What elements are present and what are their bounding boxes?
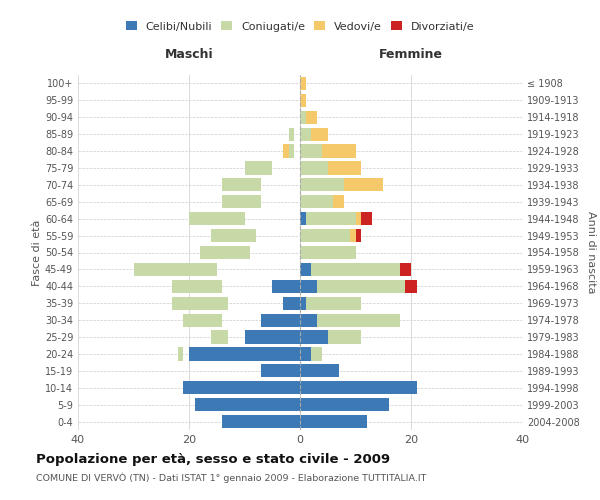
Bar bbox=[300, 330, 328, 344]
Bar bbox=[222, 178, 261, 192]
Bar bbox=[305, 212, 355, 226]
Bar bbox=[406, 280, 416, 293]
Bar bbox=[355, 229, 361, 242]
Bar bbox=[311, 263, 400, 276]
Text: Maschi: Maschi bbox=[164, 48, 214, 62]
Bar bbox=[189, 348, 300, 360]
Bar bbox=[300, 296, 305, 310]
Bar bbox=[245, 162, 272, 174]
Bar bbox=[300, 415, 367, 428]
Text: Popolazione per età, sesso e stato civile - 2009: Popolazione per età, sesso e stato civil… bbox=[36, 452, 390, 466]
Bar bbox=[305, 110, 317, 124]
Bar bbox=[361, 212, 372, 226]
Bar bbox=[300, 128, 311, 141]
Bar bbox=[283, 144, 289, 158]
Text: COMUNE DI VERVÒ (TN) - Dati ISTAT 1° gennaio 2009 - Elaborazione TUTTITALIA.IT: COMUNE DI VERVÒ (TN) - Dati ISTAT 1° gen… bbox=[36, 472, 427, 483]
Bar bbox=[172, 280, 222, 293]
Bar bbox=[300, 212, 305, 226]
Bar bbox=[305, 296, 361, 310]
Bar bbox=[300, 195, 334, 208]
Bar bbox=[239, 246, 245, 259]
Bar bbox=[300, 178, 344, 192]
Bar bbox=[206, 296, 217, 310]
Bar bbox=[317, 314, 400, 326]
Bar bbox=[344, 178, 383, 192]
Bar bbox=[211, 229, 256, 242]
Bar bbox=[194, 398, 300, 411]
Bar bbox=[300, 398, 389, 411]
Bar bbox=[311, 128, 328, 141]
Bar bbox=[200, 280, 211, 293]
Bar bbox=[184, 381, 300, 394]
Bar bbox=[300, 364, 339, 378]
Bar bbox=[311, 348, 322, 360]
Bar bbox=[245, 229, 250, 242]
Bar bbox=[300, 246, 355, 259]
Bar bbox=[261, 364, 300, 378]
Bar bbox=[350, 229, 355, 242]
Text: Femmine: Femmine bbox=[379, 48, 443, 62]
Bar bbox=[328, 162, 361, 174]
Bar bbox=[400, 263, 411, 276]
Bar bbox=[184, 314, 222, 326]
Bar bbox=[322, 144, 355, 158]
Bar bbox=[289, 128, 295, 141]
Bar bbox=[245, 330, 300, 344]
Bar bbox=[222, 415, 300, 428]
Bar bbox=[133, 263, 217, 276]
Bar bbox=[328, 330, 361, 344]
Bar bbox=[300, 162, 328, 174]
Bar bbox=[300, 144, 322, 158]
Bar bbox=[300, 280, 317, 293]
Bar bbox=[200, 246, 250, 259]
Bar bbox=[300, 77, 305, 90]
Bar bbox=[261, 162, 266, 174]
Bar bbox=[211, 330, 228, 344]
Bar bbox=[194, 263, 206, 276]
Bar bbox=[300, 314, 317, 326]
Y-axis label: Anni di nascita: Anni di nascita bbox=[586, 211, 596, 294]
Bar bbox=[300, 229, 350, 242]
Bar bbox=[178, 348, 184, 360]
Bar bbox=[300, 94, 305, 107]
Bar bbox=[289, 144, 295, 158]
Bar bbox=[317, 280, 406, 293]
Bar bbox=[283, 296, 300, 310]
Legend: Celibi/Nubili, Coniugati/e, Vedovi/e, Divorziati/e: Celibi/Nubili, Coniugati/e, Vedovi/e, Di… bbox=[121, 16, 479, 36]
Bar bbox=[300, 348, 311, 360]
Bar bbox=[300, 110, 305, 124]
Bar bbox=[300, 263, 311, 276]
Bar bbox=[172, 296, 228, 310]
Y-axis label: Fasce di età: Fasce di età bbox=[32, 220, 42, 286]
Bar bbox=[300, 381, 416, 394]
Bar bbox=[189, 212, 245, 226]
Bar bbox=[355, 212, 361, 226]
Bar bbox=[272, 280, 300, 293]
Bar bbox=[261, 314, 300, 326]
Bar bbox=[222, 195, 261, 208]
Bar bbox=[334, 195, 344, 208]
